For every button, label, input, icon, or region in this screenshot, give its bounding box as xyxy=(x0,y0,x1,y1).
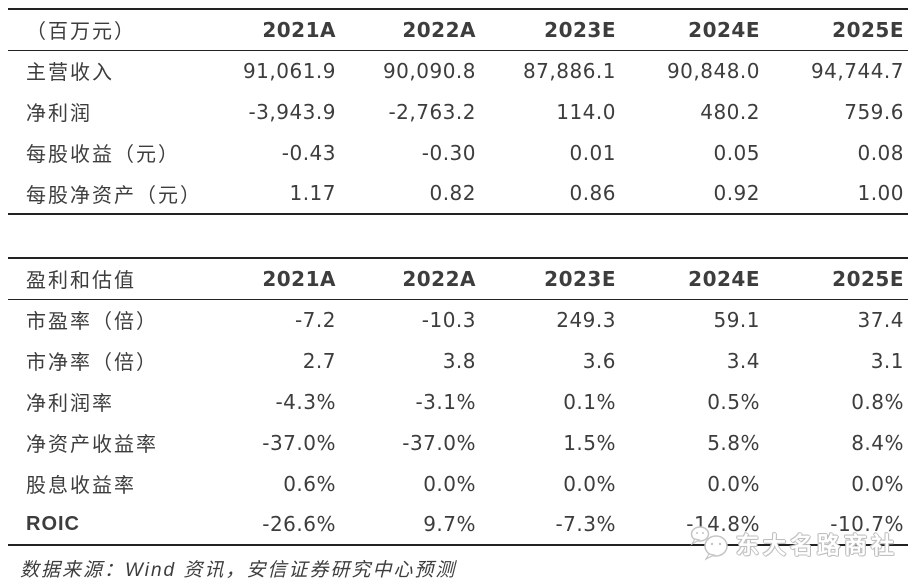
cell-value: -2,763.2 xyxy=(388,99,476,124)
cell-value: 0.86 xyxy=(569,181,616,205)
financials-table: （百万元） 2021A 2022A 2023E 2024E 2025E 主营收入… xyxy=(8,8,908,215)
table-row-bvps: 每股净资产（元） 1.17 0.82 0.86 0.92 1.00 xyxy=(8,173,908,214)
cell-value: 90,848.0 xyxy=(666,58,760,83)
cell-value: 0.82 xyxy=(429,181,476,205)
cell-value: 480.2 xyxy=(700,99,760,124)
unit-header-label: （百万元） xyxy=(26,21,136,44)
data-source-note: 数据来源：Wind 资讯，安信证券研究中心预测 xyxy=(20,560,457,581)
cell-value: 0.5% xyxy=(707,389,760,414)
cell-value: 759.6 xyxy=(844,99,904,124)
column-header-2024e: 2024E xyxy=(688,17,760,42)
cell-value: 8.4% xyxy=(851,430,904,455)
row-label: 净资产收益率 xyxy=(26,434,158,456)
table-header-row: （百万元） 2021A 2022A 2023E 2024E 2025E xyxy=(8,9,908,50)
valuation-header-label: 盈利和估值 xyxy=(26,270,136,293)
cell-value: -26.6% xyxy=(262,512,336,536)
cell-value: 1.17 xyxy=(289,181,336,205)
row-label: 市盈率（倍） xyxy=(26,311,158,334)
cell-value: 0.0% xyxy=(563,471,616,496)
cell-value: 91,061.9 xyxy=(242,58,336,83)
cell-value: 94,744.7 xyxy=(810,58,904,83)
cell-value: -14.8% xyxy=(686,512,760,536)
table-row-revenue: 主营收入 91,061.9 90,090.8 87,886.1 90,848.0… xyxy=(8,50,908,91)
cell-value: 0.92 xyxy=(713,181,760,205)
cell-value: -7.3% xyxy=(555,512,616,536)
table-row-pe: 市盈率（倍） -7.2 -10.3 249.3 59.1 37.4 xyxy=(8,299,908,340)
column-header-2025e: 2025E xyxy=(832,266,904,291)
cell-value: 0.0% xyxy=(851,471,904,496)
column-header-2025e: 2025E xyxy=(832,17,904,42)
cell-value: 114.0 xyxy=(556,99,616,124)
row-label: ROIC xyxy=(26,512,80,535)
cell-value: 0.1% xyxy=(563,389,616,414)
column-header-2023e: 2023E xyxy=(544,17,616,42)
cell-value: -4.3% xyxy=(275,389,336,414)
table-row-roe: 净资产收益率 -37.0% -37.0% 1.5% 5.8% 8.4% xyxy=(8,422,908,463)
cell-value: 0.6% xyxy=(283,471,336,496)
cell-value: -3.1% xyxy=(415,389,476,414)
table-row-dividend-yield: 股息收益率 0.6% 0.0% 0.0% 0.0% 0.0% xyxy=(8,463,908,504)
cell-value: -0.43 xyxy=(281,140,336,165)
cell-value: 3.1 xyxy=(870,348,904,373)
cell-value: 1.00 xyxy=(857,181,904,205)
row-label: 每股净资产（元） xyxy=(26,184,202,207)
cell-value: -0.30 xyxy=(421,140,476,165)
cell-value: 87,886.1 xyxy=(522,58,616,83)
table-row-roic: ROIC -26.6% 9.7% -7.3% -14.8% -10.7% xyxy=(8,504,908,545)
cell-value: 2.7 xyxy=(302,348,336,373)
row-label: 净利润 xyxy=(26,103,92,125)
cell-value: 0.08 xyxy=(857,140,904,165)
table-row-eps: 每股收益（元） -0.43 -0.30 0.01 0.05 0.08 xyxy=(8,132,908,173)
cell-value: 5.8% xyxy=(707,430,760,455)
cell-value: 9.7% xyxy=(423,512,476,536)
cell-value: -7.2 xyxy=(294,307,336,332)
table-row-net-margin: 净利润率 -4.3% -3.1% 0.1% 0.5% 0.8% xyxy=(8,381,908,422)
column-header-2021a: 2021A xyxy=(262,17,336,42)
cell-value: 249.3 xyxy=(556,307,616,332)
column-header-2021a: 2021A xyxy=(262,266,336,291)
cell-value: 3.4 xyxy=(726,348,760,373)
cell-value: 0.05 xyxy=(713,140,760,165)
cell-value: 37.4 xyxy=(857,307,904,332)
table-row-pb: 市净率（倍） 2.7 3.8 3.6 3.4 3.1 xyxy=(8,340,908,381)
column-header-2023e: 2023E xyxy=(544,266,616,291)
cell-value: 59.1 xyxy=(713,307,760,332)
valuation-table: 盈利和估值 2021A 2022A 2023E 2024E 2025E 市盈率（… xyxy=(8,257,908,546)
cell-value: -3,943.9 xyxy=(248,99,336,124)
table-row-net-profit: 净利润 -3,943.9 -2,763.2 114.0 480.2 759.6 xyxy=(8,91,908,132)
cell-value: 0.0% xyxy=(707,471,760,496)
cell-value: 0.0% xyxy=(423,471,476,496)
cell-value: 1.5% xyxy=(563,430,616,455)
column-header-2024e: 2024E xyxy=(688,266,760,291)
cell-value: 90,090.8 xyxy=(382,58,476,83)
row-label: 每股收益（元） xyxy=(26,144,180,166)
cell-value: -37.0% xyxy=(262,430,336,455)
cell-value: -10.7% xyxy=(830,512,904,536)
cell-value: 3.6 xyxy=(582,348,616,373)
cell-value: -10.3 xyxy=(421,307,476,332)
column-header-2022a: 2022A xyxy=(402,266,476,291)
row-label: 主营收入 xyxy=(26,62,114,85)
cell-value: 0.8% xyxy=(851,389,904,414)
row-label: 市净率（倍） xyxy=(26,352,158,374)
cell-value: 0.01 xyxy=(569,140,616,165)
cell-value: 3.8 xyxy=(442,348,476,373)
table-header-row: 盈利和估值 2021A 2022A 2023E 2024E 2025E xyxy=(8,258,908,299)
row-label: 股息收益率 xyxy=(26,475,136,497)
row-label: 净利润率 xyxy=(26,393,114,415)
cell-value: -37.0% xyxy=(402,430,476,455)
column-header-2022a: 2022A xyxy=(402,17,476,42)
